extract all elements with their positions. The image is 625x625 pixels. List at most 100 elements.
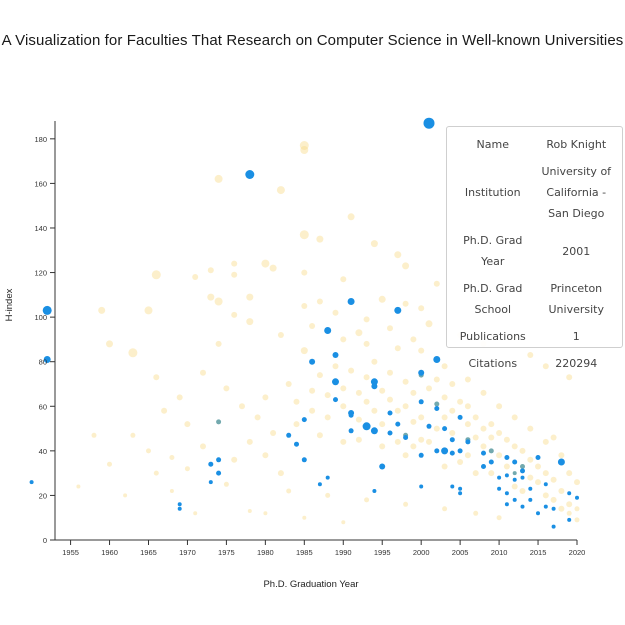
background-point[interactable]	[379, 387, 386, 394]
background-point[interactable]	[363, 316, 370, 323]
highlighted-point[interactable]	[208, 480, 213, 485]
background-point[interactable]	[324, 392, 331, 399]
background-point[interactable]	[309, 323, 316, 329]
background-point[interactable]	[363, 398, 370, 405]
background-point[interactable]	[410, 418, 417, 425]
highlighted-point[interactable]	[419, 484, 424, 489]
highlighted-point[interactable]	[465, 439, 471, 445]
highlighted-point[interactable]	[449, 437, 455, 443]
background-point[interactable]	[503, 463, 510, 470]
background-point[interactable]	[402, 262, 410, 270]
highlighted-point[interactable]	[324, 327, 332, 334]
highlighted-point[interactable]	[418, 399, 424, 405]
background-point[interactable]	[449, 381, 456, 387]
background-point[interactable]	[153, 470, 159, 476]
background-point[interactable]	[472, 434, 479, 441]
highlighted-point[interactable]	[520, 475, 525, 480]
background-point[interactable]	[496, 403, 503, 410]
background-point[interactable]	[215, 340, 222, 347]
background-point[interactable]	[355, 416, 362, 423]
background-point[interactable]	[277, 332, 284, 338]
background-point[interactable]	[379, 421, 386, 428]
background-point[interactable]	[300, 146, 309, 154]
background-point[interactable]	[527, 456, 534, 463]
background-point[interactable]	[402, 378, 409, 385]
background-point[interactable]	[200, 443, 206, 450]
background-point[interactable]	[309, 407, 316, 414]
background-point[interactable]	[325, 492, 331, 498]
background-point[interactable]	[316, 432, 323, 439]
background-point[interactable]	[246, 318, 254, 326]
highlighted-point[interactable]	[504, 473, 509, 478]
background-point[interactable]	[184, 466, 190, 472]
background-point[interactable]	[299, 230, 309, 240]
background-point[interactable]	[457, 398, 464, 405]
background-point[interactable]	[496, 515, 502, 521]
background-point[interactable]	[442, 506, 448, 512]
background-point[interactable]	[207, 267, 214, 274]
background-point[interactable]	[387, 369, 393, 376]
background-point[interactable]	[214, 297, 223, 306]
background-point[interactable]	[394, 438, 401, 445]
background-point[interactable]	[387, 325, 393, 332]
background-point[interactable]	[91, 432, 97, 438]
background-point[interactable]	[286, 488, 292, 494]
highlighted-point[interactable]	[332, 378, 339, 386]
background-point[interactable]	[184, 421, 191, 428]
background-point[interactable]	[433, 280, 440, 287]
background-point[interactable]	[364, 497, 370, 503]
background-point[interactable]	[363, 374, 370, 381]
background-point[interactable]	[239, 403, 245, 410]
background-point[interactable]	[231, 271, 238, 278]
background-point[interactable]	[542, 363, 549, 370]
background-point[interactable]	[316, 372, 323, 379]
background-point[interactable]	[371, 358, 378, 365]
background-point[interactable]	[527, 352, 534, 358]
background-point[interactable]	[153, 374, 160, 381]
highlighted-point[interactable]	[551, 524, 556, 529]
background-point[interactable]	[355, 436, 362, 443]
highlighted-point[interactable]	[387, 410, 393, 416]
background-point[interactable]	[542, 492, 549, 499]
background-point[interactable]	[324, 414, 331, 421]
background-point[interactable]	[262, 452, 269, 459]
highlighted-point[interactable]	[520, 468, 525, 474]
background-point[interactable]	[144, 306, 153, 315]
background-point[interactable]	[464, 452, 471, 459]
highlighted-point[interactable]	[442, 426, 448, 432]
background-point[interactable]	[464, 421, 471, 428]
background-point[interactable]	[130, 432, 136, 438]
highlighted-point[interactable]	[575, 495, 579, 500]
background-point[interactable]	[566, 501, 573, 508]
highlighted-point[interactable]	[567, 491, 572, 496]
background-point[interactable]	[293, 398, 300, 405]
background-point[interactable]	[355, 329, 363, 337]
background-point[interactable]	[254, 414, 261, 421]
background-point[interactable]	[293, 421, 300, 428]
highlighted-point[interactable]	[42, 305, 52, 315]
background-point[interactable]	[542, 438, 549, 445]
highlighted-point[interactable]	[557, 458, 565, 466]
highlighted-point[interactable]	[481, 450, 486, 456]
background-point[interactable]	[276, 186, 285, 195]
highlighted-point[interactable]	[543, 482, 548, 487]
background-point[interactable]	[193, 511, 198, 516]
highlighted-point[interactable]	[458, 491, 463, 496]
highlighted-point[interactable]	[245, 170, 255, 179]
background-point[interactable]	[441, 394, 448, 401]
background-point[interactable]	[441, 463, 448, 470]
background-point[interactable]	[457, 459, 464, 465]
background-point[interactable]	[340, 403, 347, 410]
background-point[interactable]	[340, 276, 347, 283]
background-point[interactable]	[246, 293, 254, 301]
background-point[interactable]	[410, 389, 417, 396]
background-point[interactable]	[277, 470, 284, 477]
highlighted-point[interactable]	[418, 369, 425, 376]
highlighted-point[interactable]	[362, 422, 371, 431]
background-point[interactable]	[332, 363, 339, 370]
highlighted-point[interactable]	[208, 461, 214, 467]
background-point[interactable]	[410, 443, 417, 450]
background-point[interactable]	[146, 448, 151, 454]
highlighted-point[interactable]	[177, 506, 182, 511]
background-point[interactable]	[128, 348, 138, 358]
